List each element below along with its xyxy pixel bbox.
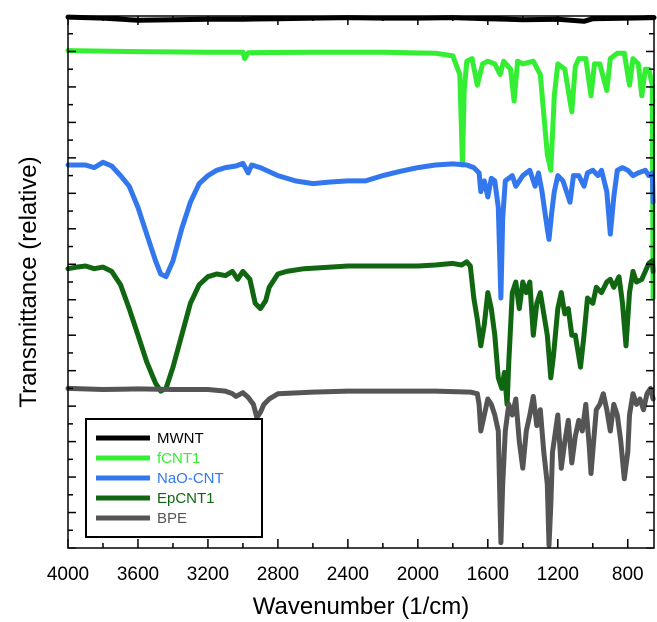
x-tick-label: 2000: [397, 564, 439, 585]
series-line-4: [65, 385, 656, 548]
series-layer: [65, 14, 657, 548]
series-line-3: [65, 258, 656, 407]
legend: MWNT fCNT1 NaO-CNT EpCNT1 BPE: [85, 418, 263, 538]
series-line-1: [65, 48, 656, 301]
legend-label-4: BPE: [157, 510, 187, 527]
x-tick-label: 4000: [47, 564, 89, 585]
x-tick-label: 1600: [467, 564, 509, 585]
x-tick-label: 2800: [257, 564, 299, 585]
x-tick-label: 3600: [117, 564, 159, 585]
legend-label-1: fCNT1: [157, 450, 200, 467]
x-tick-label: 1200: [537, 564, 579, 585]
series-line-2: [65, 159, 656, 301]
legend-items: MWNT fCNT1 NaO-CNT EpCNT1 BPE: [96, 430, 224, 527]
x-tick-label: 2400: [327, 564, 369, 585]
x-axis-label: Wavenumber (1/cm): [253, 593, 470, 620]
legend-label-0: MWNT: [157, 430, 204, 447]
x-tick-label: 800: [612, 564, 644, 585]
x-axis-ticks: 4000 3600 3200 2800 2400 2000 1600 1200 800: [47, 16, 644, 585]
legend-label-2: NaO-CNT: [157, 470, 224, 487]
legend-label-3: EpCNT1: [157, 490, 215, 507]
series-line-0: [65, 14, 657, 24]
x-tick-label: 3200: [187, 564, 229, 585]
y-axis-label: Transmittance (relative): [15, 156, 42, 407]
y-axis-ticks: [68, 15, 654, 549]
